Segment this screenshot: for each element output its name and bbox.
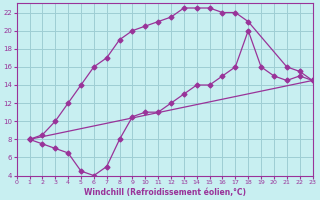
X-axis label: Windchill (Refroidissement éolien,°C): Windchill (Refroidissement éolien,°C) bbox=[84, 188, 245, 197]
